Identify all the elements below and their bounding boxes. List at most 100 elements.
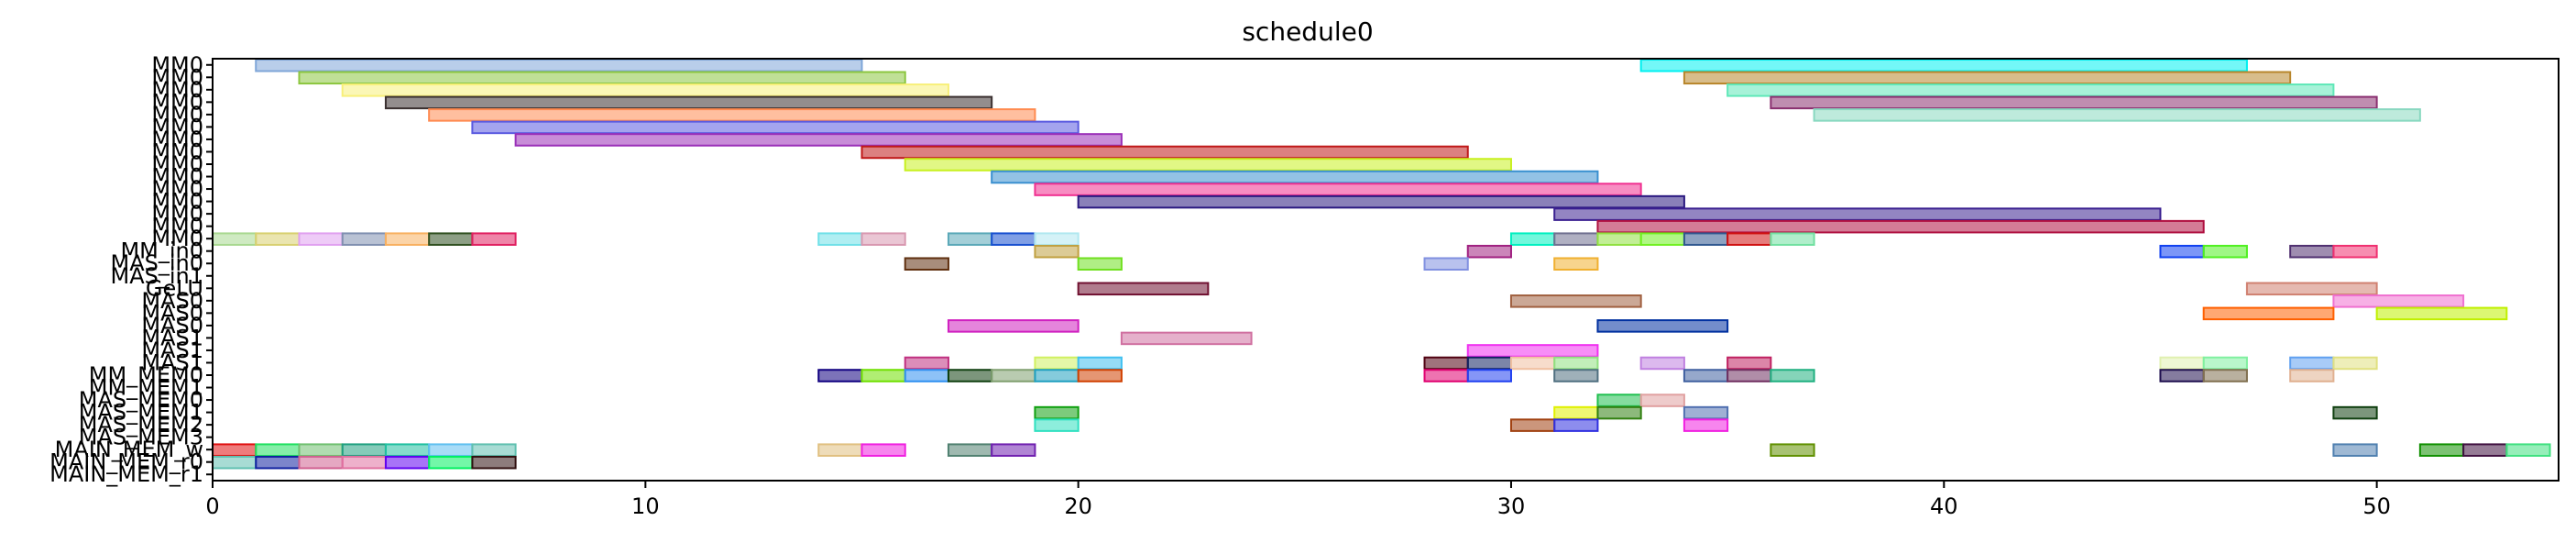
task-bar [2159, 369, 2205, 382]
bars-layer [212, 59, 2551, 470]
task-bar [298, 455, 344, 470]
task-bar [1077, 282, 1210, 296]
task-bar [471, 443, 517, 457]
y-tick-label: MAS0 [141, 288, 203, 314]
task-bar [1034, 183, 1642, 196]
task-bar [1553, 207, 2162, 221]
task-bar [298, 71, 906, 85]
y-tick-label: MAS_MEM3 [79, 425, 203, 450]
y-tick-label: MM_MEM0 [89, 362, 203, 388]
task-bar [1770, 369, 1815, 382]
task-bar [1596, 393, 1642, 407]
task-bar [471, 120, 1080, 135]
task-bar [2289, 356, 2335, 371]
y-axis-labels: MM0MM0MM0MM0MM0MM0MM0MM0MM0MM0MM0MM0MM0M… [49, 52, 213, 487]
task-bar [2332, 244, 2378, 259]
task-bar [1509, 356, 1556, 371]
task-bar [991, 369, 1036, 382]
task-bar [1553, 232, 1599, 246]
task-bar [1726, 232, 1772, 246]
task-bar [2202, 356, 2248, 371]
task-bar [384, 455, 431, 470]
task-bar [298, 443, 344, 457]
task-bar [1596, 319, 1729, 333]
task-bar [860, 232, 906, 246]
x-tick-label: 10 [631, 493, 660, 519]
y-tick-label: MM0 [151, 127, 203, 152]
y-tick-label: MAS_MEM2 [79, 412, 203, 438]
task-bar [1077, 356, 1123, 371]
task-bar [2202, 244, 2248, 259]
task-bar [212, 232, 258, 246]
task-bar [2418, 443, 2465, 457]
task-bar [860, 369, 906, 382]
task-bar [2332, 443, 2378, 457]
task-bar [428, 232, 474, 246]
task-bar [1509, 418, 1556, 432]
task-bar [2202, 306, 2335, 321]
task-bar [947, 319, 1080, 333]
task-bar [1034, 369, 1080, 382]
x-tick-label: 20 [1064, 493, 1092, 519]
task-bar [1034, 405, 1080, 420]
task-bar [2332, 405, 2378, 420]
y-tick-label: MM0 [151, 176, 203, 202]
y-tick-label: MM0 [151, 226, 203, 251]
task-bar [2289, 369, 2335, 382]
task-bar [471, 232, 517, 246]
task-bar [1423, 356, 1469, 371]
task-bar [428, 455, 474, 470]
task-bar [2159, 356, 2205, 371]
y-tick-label: MAS_MEM1 [79, 400, 203, 426]
y-tick-label: MM0 [151, 151, 203, 177]
task-bar [991, 443, 1036, 457]
y-tick-label: MM_in0 [120, 238, 203, 264]
task-bar [384, 95, 993, 110]
task-bar [298, 232, 344, 246]
task-bar [255, 455, 301, 470]
task-bar [428, 108, 1036, 122]
task-bar [991, 170, 1599, 184]
task-bar [1596, 405, 1642, 420]
task-bar [1639, 356, 1685, 371]
y-tick-label: MM0 [151, 52, 203, 78]
y-tick-label: MAS0 [141, 300, 203, 326]
y-tick-label: MM_MEM1 [89, 375, 203, 401]
x-tick-label: 0 [205, 493, 219, 519]
task-bar [471, 455, 517, 470]
task-bar [1683, 369, 1729, 382]
chart-title: schedule0 [1242, 17, 1373, 47]
x-tick-label: 50 [2362, 493, 2391, 519]
task-bar [255, 59, 863, 72]
task-bar [341, 443, 387, 457]
y-tick-label: MAS1 [141, 338, 203, 363]
task-bar [1034, 356, 1080, 371]
x-axis: 0 10 20 30 40 50 [205, 481, 2391, 519]
task-bar [1726, 369, 1772, 382]
task-bar [1034, 244, 1080, 259]
task-bar [1683, 418, 1729, 432]
plot-frame [212, 58, 2560, 482]
task-bar [341, 83, 949, 97]
task-bar [2332, 294, 2465, 308]
task-bar [904, 369, 949, 382]
task-bar [341, 455, 387, 470]
y-tick-label: MM0 [151, 164, 203, 190]
task-bar [1034, 418, 1080, 432]
y-tick-label: MAS_in1 [110, 263, 203, 289]
task-bar [1813, 108, 2421, 122]
task-bar [1639, 59, 2248, 72]
y-tick-label: MAS0 [141, 313, 203, 338]
task-bar [1509, 294, 1642, 308]
task-bar [1596, 232, 1642, 246]
task-bar [341, 232, 387, 246]
task-bar [212, 455, 258, 470]
task-bar [860, 443, 906, 457]
task-bar [255, 443, 301, 457]
task-bar [947, 232, 993, 246]
task-bar [1683, 71, 2292, 85]
y-tick-label: MAS_in0 [110, 250, 203, 276]
task-bar [1639, 393, 1685, 407]
task-bar [1466, 369, 1512, 382]
